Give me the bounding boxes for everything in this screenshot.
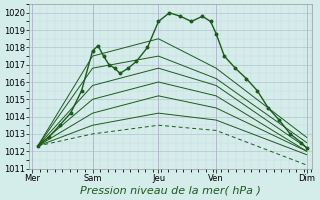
X-axis label: Pression niveau de la mer( hPa ): Pression niveau de la mer( hPa ) (80, 186, 261, 196)
